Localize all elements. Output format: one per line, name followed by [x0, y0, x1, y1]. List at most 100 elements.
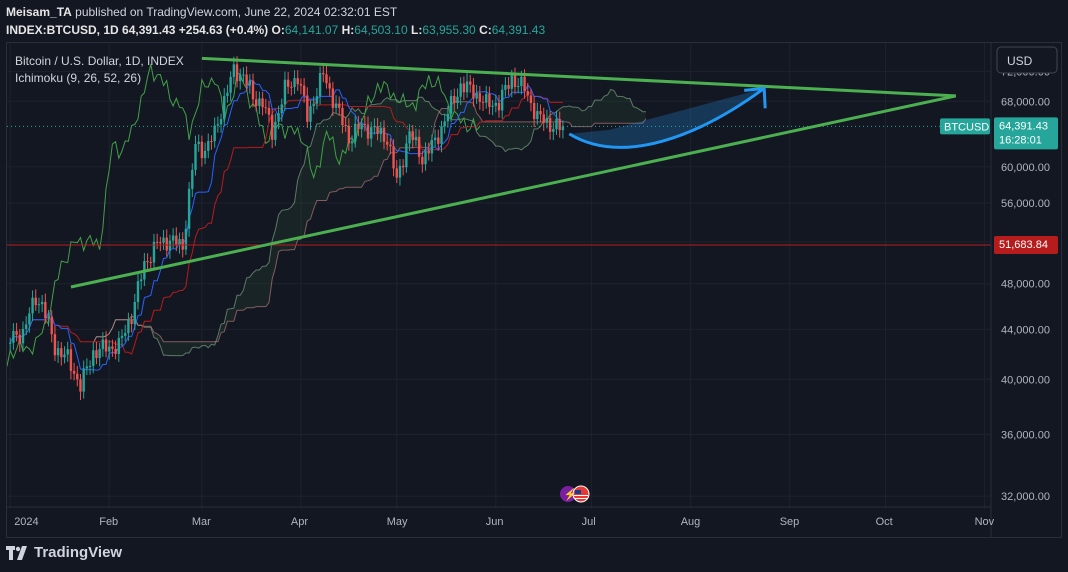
candle-body: [34, 297, 37, 306]
candle-body: [146, 261, 149, 263]
candle-body: [229, 76, 232, 93]
candle-body: [523, 76, 526, 92]
candle-body: [44, 301, 47, 319]
candle-body: [245, 74, 248, 86]
axes: 72,000.0068,000.0060,000.0056,000.0052,0…: [7, 43, 1058, 537]
y-tick-label: 40,000.00: [1001, 374, 1050, 386]
candle-body: [395, 168, 398, 178]
candle-body: [98, 349, 101, 359]
candle-body: [159, 242, 162, 244]
candle-body: [37, 304, 41, 306]
x-tick-label: Mar: [192, 516, 211, 528]
candle-body: [548, 118, 552, 132]
candle-body: [350, 141, 354, 144]
y-tick-label: 48,000.00: [1001, 279, 1050, 291]
brand-name: TradingView: [34, 544, 123, 561]
candle-body: [18, 334, 21, 344]
candle-body: [504, 85, 507, 90]
candle-body: [561, 126, 565, 131]
candle-body: [408, 131, 411, 144]
event-icons[interactable]: ⚡: [560, 485, 590, 503]
projection-curve: [568, 87, 766, 149]
candle-body: [31, 297, 34, 314]
svg-text:64,391.43: 64,391.43: [999, 120, 1048, 132]
x-tick-label: Oct: [876, 516, 893, 528]
chart-panel[interactable]: 72,000.0068,000.0060,000.0056,000.0052,0…: [0, 42, 1062, 538]
candle-body: [347, 125, 351, 144]
candle-body: [12, 330, 15, 343]
candle-body: [130, 319, 133, 324]
svg-text:51,683.84: 51,683.84: [999, 239, 1048, 251]
lightning-icon[interactable]: [560, 486, 576, 502]
candle-body: [111, 346, 114, 349]
price-chart[interactable]: 72,000.0068,000.0060,000.0056,000.0052,0…: [0, 43, 1061, 537]
candle-body: [552, 129, 555, 132]
svg-text:16:28:01: 16:28:01: [999, 134, 1042, 146]
y-tick-label: 56,000.00: [1001, 198, 1050, 210]
candle-body: [296, 78, 299, 85]
candle-body: [443, 121, 446, 127]
candle-body: [239, 74, 242, 82]
candle-body: [53, 334, 57, 356]
projection-area: [569, 88, 765, 148]
high-value: 64,503.10: [354, 23, 408, 37]
candle-body: [226, 92, 229, 97]
candle-body: [286, 79, 290, 87]
author-name[interactable]: Meisam_TA: [6, 5, 72, 19]
x-tick-label: Nov: [975, 516, 995, 528]
currency-button[interactable]: USD: [996, 46, 1058, 74]
candle-body: [532, 103, 536, 120]
open-value: 64,141.07: [284, 23, 339, 37]
candle-body: [216, 124, 220, 126]
candle-body: [430, 140, 434, 154]
candle-body: [21, 328, 25, 344]
grid: [7, 43, 991, 509]
candle-body: [376, 126, 379, 134]
x-tick-label: Apr: [291, 516, 308, 528]
tradingview-logo[interactable]: TradingView: [6, 544, 122, 561]
candle-body: [15, 330, 18, 335]
candle-body: [104, 339, 108, 352]
candle-body: [354, 123, 357, 142]
candle-body: [338, 103, 341, 108]
candle-body: [478, 93, 482, 102]
candle-body: [194, 144, 197, 170]
candle-body: [462, 83, 466, 93]
candle-body: [168, 240, 172, 251]
candle-body: [124, 333, 127, 336]
candle-body: [331, 88, 335, 108]
candle-body: [114, 348, 117, 354]
candle-body: [325, 74, 328, 84]
candle-body: [56, 348, 60, 356]
candle-body: [283, 79, 287, 105]
candle-body: [481, 101, 485, 103]
y-tick-label: 44,000.00: [1001, 324, 1050, 336]
candle-body: [360, 123, 363, 130]
candle-body: [24, 324, 28, 329]
candle-body: [152, 241, 156, 263]
candle-body: [453, 95, 456, 104]
candle-body: [85, 366, 89, 369]
candle-body: [318, 72, 322, 97]
candle-body: [28, 313, 31, 325]
candle-body: [139, 279, 143, 282]
currency-label[interactable]: USD: [1007, 54, 1033, 68]
symbol-tag: BTCUSD: [940, 118, 990, 135]
candle-body: [507, 85, 510, 89]
y-tick-label: 68,000.00: [1001, 96, 1050, 108]
candle-body: [459, 83, 462, 97]
candle-body: [187, 188, 191, 229]
y-tick-label: 60,000.00: [1001, 162, 1050, 174]
candle-body: [254, 99, 258, 106]
indicator-label[interactable]: Ichimoku (9, 26, 52, 26): [15, 71, 141, 85]
candle-body: [120, 335, 124, 338]
symbol-label: INDEX:BTCUSD, 1D: [6, 23, 119, 37]
candle-body: [312, 103, 315, 107]
candle-body: [203, 150, 207, 159]
close-value: 64,391.43: [491, 23, 546, 37]
candle-body: [299, 84, 303, 86]
candle-body: [88, 365, 92, 367]
close-label: C:: [479, 23, 492, 37]
candle-body: [66, 349, 69, 355]
low-value: 63,955.30: [422, 23, 476, 37]
